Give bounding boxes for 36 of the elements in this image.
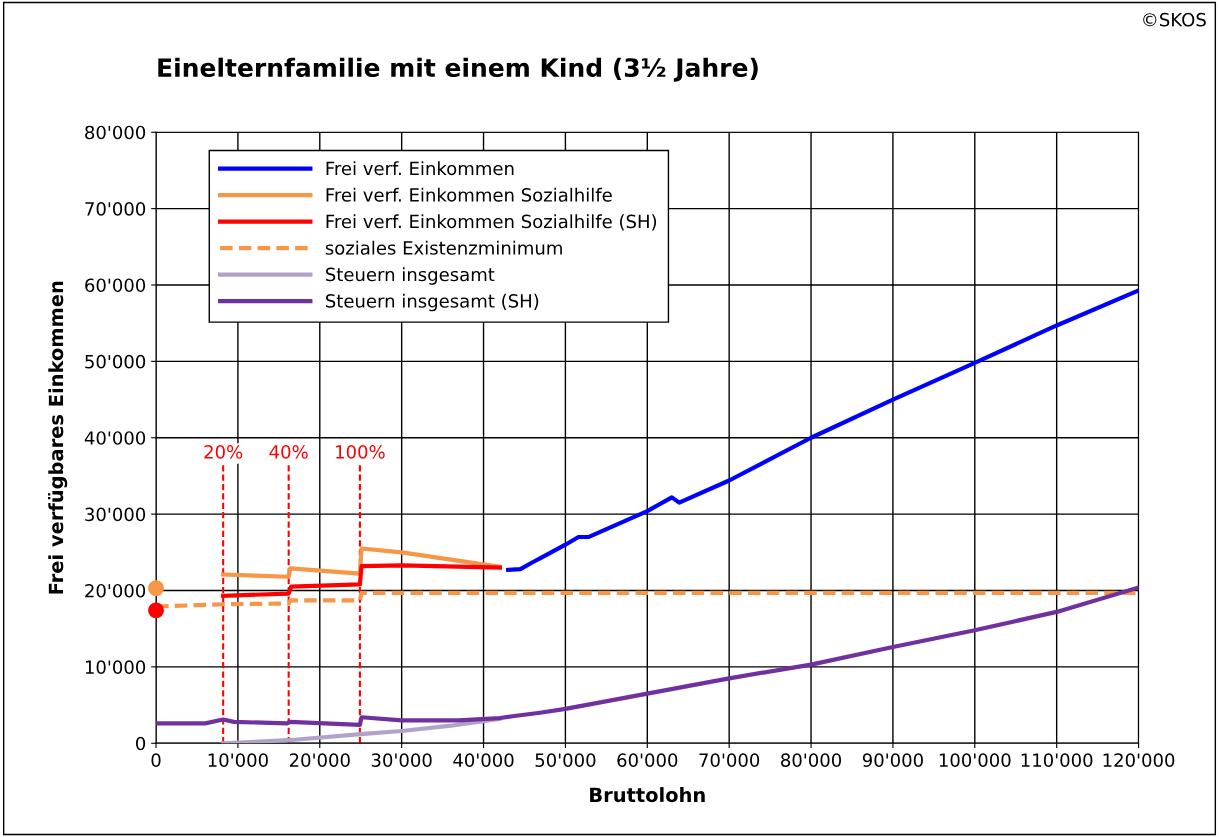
x-tick-label: 70'000 [699,753,760,767]
x-tick-label: 30'000 [371,753,432,767]
legend-label: soziales Existenzminimum [325,240,562,255]
legend-label: Frei verf. Einkommen Sozialhilfe [326,187,612,202]
x-tick-label: 90'000 [862,753,923,767]
x-tick-label: 60'000 [617,753,678,767]
x-tick-label: 20'000 [289,753,350,767]
legend-label: Steuern insgesamt (SH) [326,293,539,312]
legend-label: Steuern insgesamt [326,267,495,285]
annotation: 40% [269,445,308,459]
y-tick-label: 10'000 [85,660,146,674]
annotation: 100% [336,445,385,459]
x-axis-title: Bruttolohn [590,787,705,803]
x-tick-label: 0 [151,753,161,767]
x-tick-label: 10'000 [208,753,268,767]
y-tick-label: 0 [136,736,146,751]
text: ©SKOS [1143,12,1206,27]
y-tick-label: 20'000 [85,583,146,598]
x-tick-label: 100'000 [939,753,1011,767]
line-series [221,546,502,579]
legend-label: Frei verf. Einkommen Sozialhilfe (SH) [326,214,657,231]
y-tick-label: 60'000 [85,278,146,293]
chart-title: Einelternfamilie mit einem Kind (3½ Jahre) [158,57,758,82]
y-axis-title: Frei verfügbares Einkommen [48,281,68,594]
annotation: 20% [204,445,243,459]
x-tick-label: 110'000 [1021,753,1093,767]
legend-label: Frei verf. Einkommen [326,161,514,176]
x-tick-label: 50'000 [535,753,596,767]
y-tick-label: 50'000 [85,354,146,369]
x-tick-label: 80'000 [781,753,842,767]
x-tick-label: 120'000 [1103,753,1175,767]
y-tick-label: 40'000 [84,431,146,445]
x-tick-label: 40'000 [453,753,514,767]
y-tick-label: 70'000 [85,202,146,216]
y-tick-label: 30'000 [85,507,146,522]
y-tick-label: 80'000 [85,125,146,140]
